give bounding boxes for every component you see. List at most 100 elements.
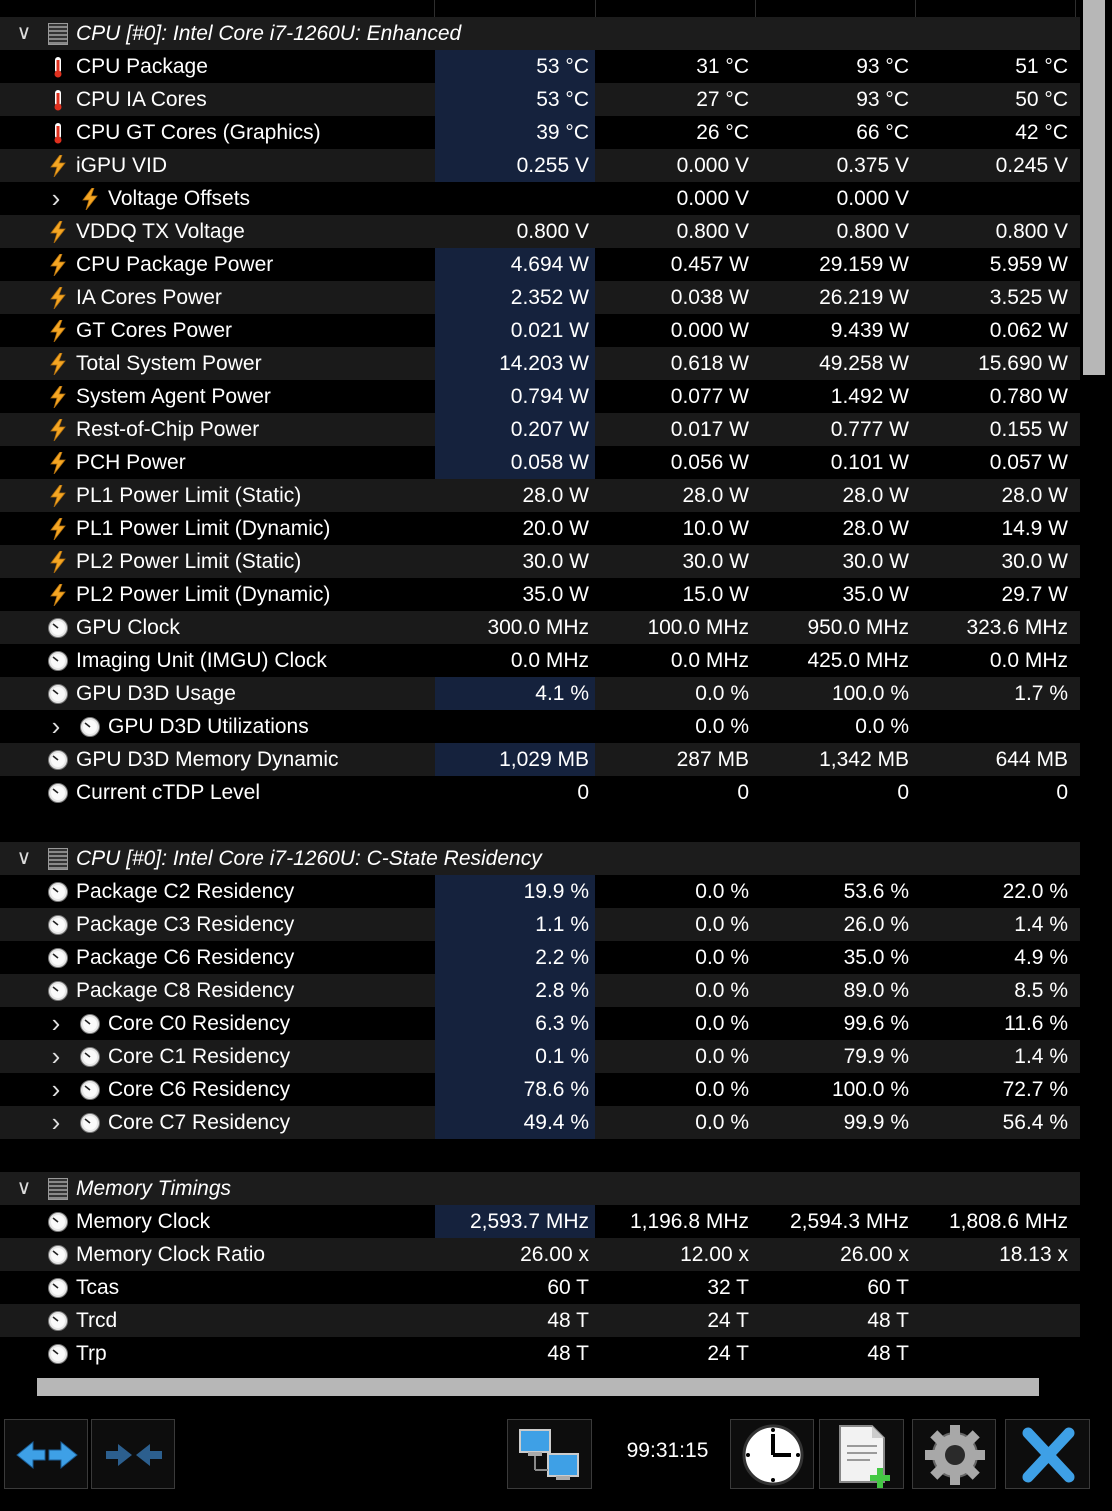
collapse-arrows-button[interactable] (91, 1419, 175, 1489)
sensor-row[interactable]: GT Cores Power 0.021 W 0.000 W 9.439 W 0.062… (0, 314, 1080, 347)
sensor-row[interactable]: › GPU D3D Utilizations 0.0 % 0.0 % (0, 710, 1080, 743)
max-value: 66 °C (856, 121, 909, 144)
sensor-row[interactable]: Package C8 Residency 2.8 % 0.0 % 89.0 % 8.5 … (0, 974, 1080, 1007)
gauge-icon (80, 1080, 100, 1100)
sensor-row[interactable]: Package C2 Residency 19.9 % 0.0 % 53.6 % 22.… (0, 875, 1080, 908)
bottom-toolbar (0, 1403, 1112, 1511)
avg-value: 51 °C (1015, 55, 1068, 78)
max-value: 93 °C (856, 55, 909, 78)
min-value: 0.0 % (695, 880, 749, 903)
sensor-row[interactable]: Memory Clock Ratio 26.00 x 12.00 x 26.00 x 1… (0, 1238, 1080, 1271)
max-value: 53.6 % (843, 880, 909, 903)
expand-chevron-icon[interactable]: › (51, 1074, 61, 1104)
network-button[interactable] (507, 1419, 592, 1489)
sensor-row[interactable]: › Core C6 Residency 78.6 % 0.0 % 100.0 % 72.7… (0, 1073, 1080, 1106)
avg-value: 0 (1056, 781, 1068, 804)
current-value: 2.8 % (435, 974, 595, 1007)
sensor-row[interactable]: PL1 Power Limit (Dynamic) 20.0 W 10.0 W 28.… (0, 512, 1080, 545)
min-value: 0.000 V (676, 154, 749, 177)
expand-chevron-icon[interactable]: › (51, 183, 61, 213)
chip-icon (48, 1178, 68, 1200)
sensor-row[interactable]: Total System Power 14.203 W 0.618 W 49.258 … (0, 347, 1080, 380)
sensor-row[interactable]: › Core C0 Residency 6.3 % 0.0 % 99.6 % 11.6 % (0, 1007, 1080, 1040)
sensor-row[interactable]: Memory Clock 2,593.7 MHz 1,196.8 MHz 2,594.… (0, 1205, 1080, 1238)
sensor-row[interactable]: › Core C1 Residency 0.1 % 0.0 % 79.9 % 1.4 % (0, 1040, 1080, 1073)
vertical-scroll-thumb[interactable] (1083, 0, 1105, 375)
sensor-row[interactable]: Package C3 Residency 1.1 % 0.0 % 26.0 % 1.4 … (0, 908, 1080, 941)
sensor-row[interactable]: IA Cores Power 2.352 W 0.038 W 26.219 W 3.52… (0, 281, 1080, 314)
collapse-chevron-icon[interactable]: ∨ (16, 1177, 32, 1199)
sensor-label: PCH Power (76, 451, 186, 474)
min-value: 15.0 W (682, 583, 749, 606)
max-value: 29.159 W (819, 253, 909, 276)
avg-value: 11.6 % (1004, 1012, 1068, 1035)
collapse-chevron-icon[interactable]: ∨ (16, 22, 32, 44)
gauge-icon (48, 948, 68, 968)
settings-button[interactable] (912, 1419, 996, 1489)
gauge-icon (48, 882, 68, 902)
sensor-row[interactable]: GPU D3D Memory Dynamic 1,029 MB 287 MB 1,34… (0, 743, 1080, 776)
sensor-row[interactable]: Package C6 Residency 2.2 % 0.0 % 35.0 % 4.9 … (0, 941, 1080, 974)
sensor-label: System Agent Power (76, 385, 271, 408)
sensor-row[interactable]: PL1 Power Limit (Static) 28.0 W 28.0 W 28.0… (0, 479, 1080, 512)
sensor-label: Core C6 Residency (108, 1078, 291, 1101)
sensor-label: PL1 Power Limit (Dynamic) (76, 517, 331, 540)
elapsed-timer: 99:31:15 (626, 1439, 709, 1462)
sensor-row[interactable]: System Agent Power 0.794 W 0.077 W 1.492 W 0… (0, 380, 1080, 413)
sensor-row[interactable]: Imaging Unit (IMGU) Clock 0.0 MHz 0.0 MHz 4… (0, 644, 1080, 677)
close-button[interactable] (1005, 1419, 1090, 1489)
sensor-label: IA Cores Power (76, 286, 222, 309)
max-value: 100.0 % (831, 1078, 909, 1101)
sensor-row[interactable]: CPU Package Power 4.694 W 0.457 W 29.159 W 5… (0, 248, 1080, 281)
horizontal-scroll-thumb[interactable] (37, 1378, 1039, 1396)
top-strip (0, 0, 1080, 17)
sensor-row[interactable]: CPU Package 53 °C 31 °C 93 °C 51 °C (0, 50, 1080, 83)
sensor-row[interactable]: CPU GT Cores (Graphics) 39 °C 26 °C 66 °C 42… (0, 116, 1080, 149)
sensor-row[interactable]: PL2 Power Limit (Static) 30.0 W 30.0 W 30.0… (0, 545, 1080, 578)
lightning-icon (50, 386, 66, 408)
sensor-row[interactable]: › Core C7 Residency 49.4 % 0.0 % 99.9 % 56.4 … (0, 1106, 1080, 1139)
sensor-label: CPU Package (76, 55, 208, 78)
current-value: 2.352 W (435, 281, 595, 314)
max-value: 60 T (867, 1276, 909, 1299)
lightning-icon (50, 221, 66, 243)
sensor-row[interactable]: Trcd 48 T 24 T 48 T (0, 1304, 1080, 1337)
sensor-row[interactable]: GPU D3D Usage 4.1 % 0.0 % 100.0 % 1.7 % (0, 677, 1080, 710)
sensor-label: Core C1 Residency (108, 1045, 291, 1068)
sensor-row[interactable]: Rest-of-Chip Power 0.207 W 0.017 W 0.777 W 0… (0, 413, 1080, 446)
max-value: 99.9 % (843, 1111, 909, 1134)
section-header[interactable]: ∨ Memory Timings (0, 1172, 1080, 1205)
clock-button[interactable] (730, 1419, 814, 1489)
sensor-row[interactable]: iGPU VID 0.255 V 0.000 V 0.375 V 0.245 V (0, 149, 1080, 182)
section-header[interactable]: ∨ CPU [#0]: Intel Core i7-1260U: Enhanced (0, 17, 1080, 50)
expand-chevron-icon[interactable]: › (51, 1107, 61, 1137)
current-value: 4.694 W (435, 248, 595, 281)
expand-chevron-icon[interactable]: › (51, 1041, 61, 1071)
max-value: 48 T (867, 1342, 909, 1365)
expand-arrows-button[interactable] (4, 1419, 88, 1489)
sensor-row[interactable]: PCH Power 0.058 W 0.056 W 0.101 W 0.057 W (0, 446, 1080, 479)
sensor-row[interactable]: GPU Clock 300.0 MHz 100.0 MHz 950.0 MHz 323.… (0, 611, 1080, 644)
add-report-button[interactable] (819, 1419, 904, 1489)
expand-chevron-icon[interactable]: › (51, 711, 61, 741)
min-value: 0.077 W (670, 385, 749, 408)
current-value: 28.0 W (522, 484, 589, 507)
expand-chevron-icon[interactable]: › (51, 1008, 61, 1038)
avg-value: 29.7 W (1001, 583, 1068, 606)
max-value: 28.0 W (842, 484, 909, 507)
max-value: 425.0 MHz (807, 649, 909, 672)
max-value: 1,342 MB (819, 748, 909, 771)
vertical-scrollbar[interactable] (1080, 0, 1112, 1369)
sensor-row[interactable]: CPU IA Cores 53 °C 27 °C 93 °C 50 °C (0, 83, 1080, 116)
sensor-row[interactable]: Current cTDP Level 0 0 0 0 (0, 776, 1080, 809)
sensor-row[interactable]: PL2 Power Limit (Dynamic) 35.0 W 15.0 W 35.… (0, 578, 1080, 611)
current-value: 53 °C (435, 83, 595, 116)
horizontal-scrollbar[interactable] (0, 1369, 1112, 1403)
sensor-row[interactable]: Trp 48 T 24 T 48 T (0, 1337, 1080, 1369)
sensor-row[interactable]: › Voltage Offsets 0.000 V 0.000 V (0, 182, 1080, 215)
sensor-row[interactable]: VDDQ TX Voltage 0.800 V 0.800 V 0.800 V 0.80… (0, 215, 1080, 248)
collapse-chevron-icon[interactable]: ∨ (16, 847, 32, 869)
section-header[interactable]: ∨ CPU [#0]: Intel Core i7-1260U: C-State … (0, 842, 1080, 875)
min-value: 0.0 % (695, 913, 749, 936)
sensor-row[interactable]: Tcas 60 T 32 T 60 T (0, 1271, 1080, 1304)
